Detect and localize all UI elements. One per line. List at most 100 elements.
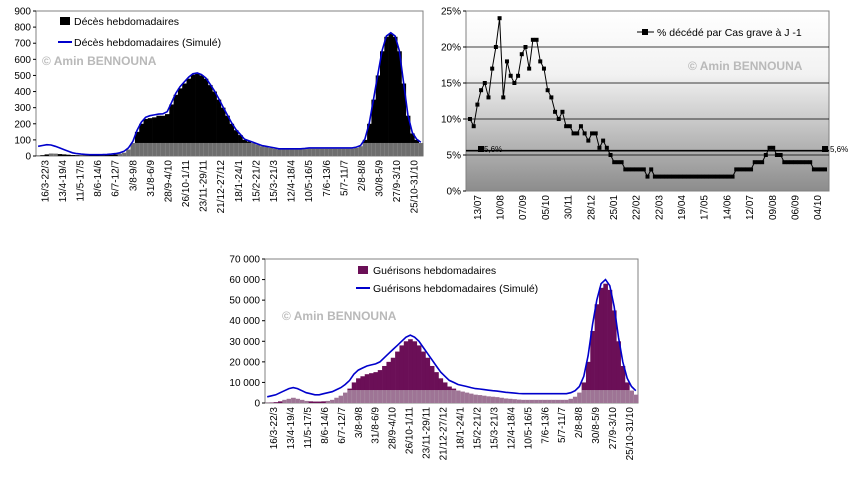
bar-hatch	[160, 142, 166, 156]
bar	[380, 51, 385, 156]
bar-hatch	[529, 399, 535, 403]
bar-hatch	[238, 142, 243, 156]
percent-point	[726, 174, 731, 179]
bar	[401, 83, 407, 156]
bar-hatch	[464, 392, 470, 403]
bar-hatch	[212, 142, 217, 156]
percent-point	[649, 167, 654, 172]
bar-hatch	[603, 390, 608, 403]
recoveries-x-tick-label: 11/5-17/5	[303, 407, 314, 449]
bar-hatch	[304, 400, 309, 403]
percent-x-tick-label: 05/10	[541, 195, 552, 220]
recoveries-x-tick-label: 15/3-21/3	[489, 407, 500, 450]
bar	[360, 376, 366, 403]
percent-point	[545, 88, 550, 93]
percent-point	[553, 109, 558, 114]
recoveries-y-tick-label: 20 000	[229, 357, 260, 368]
percent-point	[700, 174, 705, 179]
bar	[96, 155, 101, 156]
deaths-x-ticks: 16/3-22/3 13/4-19/4 11/5-17/5 8/6-14/6 6/7-1…	[40, 160, 420, 214]
percent-point	[693, 174, 698, 179]
percent-x-tick-label: 10/08	[496, 195, 507, 220]
percent-point	[608, 153, 613, 157]
bar-hatch	[382, 390, 387, 403]
bar-hatch	[525, 399, 530, 403]
bar	[203, 78, 209, 156]
percent-point	[471, 124, 476, 129]
percent-x-tick-label: 06/09	[790, 195, 801, 220]
percent-point	[519, 52, 524, 57]
percent-point	[786, 160, 791, 165]
percent-x-tick-label: 13/07	[473, 195, 484, 220]
bar-hatch	[516, 399, 522, 403]
bar	[388, 33, 394, 156]
bar	[147, 118, 153, 156]
percent-point	[808, 160, 813, 165]
percent-chart: 0% 5% 10% 15% 20% 25% 13/07 10/08 07/09 05/10 30/…	[441, 7, 848, 221]
percent-point	[641, 167, 646, 172]
bar	[620, 365, 626, 403]
deaths-x-tick-label: 21/12-27/12	[216, 160, 227, 214]
bar-hatch	[349, 148, 355, 156]
bar	[377, 370, 383, 403]
bar	[364, 374, 370, 403]
recoveries-y-tick-label: 60 000	[229, 275, 260, 286]
percent-x-tick-label: 22/02	[632, 195, 643, 220]
bar	[590, 331, 595, 403]
bar-hatch	[358, 146, 364, 156]
bar-hatch	[126, 149, 131, 156]
bar	[392, 36, 398, 156]
bar-hatch	[392, 142, 398, 156]
percent-point	[490, 66, 495, 71]
recoveries-y-ticks: 0 10 000 20 000 30 000 40 000 50 000 60 000 70 …	[229, 255, 265, 410]
percent-point	[523, 45, 528, 49]
bar	[607, 289, 613, 403]
percent-point	[571, 131, 576, 136]
bar-hatch	[598, 390, 604, 403]
bar	[395, 351, 400, 403]
bar-hatch	[242, 142, 247, 156]
bar	[44, 154, 50, 156]
bar-hatch	[289, 149, 295, 156]
bar-hatch	[568, 398, 574, 403]
bar	[139, 123, 144, 156]
percent-point	[627, 167, 632, 172]
bar	[104, 155, 110, 156]
bar-hatch	[259, 146, 265, 156]
percent-point	[752, 160, 757, 165]
bar-hatch	[503, 398, 509, 403]
percent-point	[719, 174, 724, 179]
deaths-x-tick-label: 8/6-14/6	[93, 160, 104, 197]
bar-hatch	[362, 142, 368, 156]
bar-hatch	[306, 148, 312, 156]
percent-point	[564, 124, 569, 129]
bar	[369, 373, 374, 403]
recoveries-legend: Guérisons hebdomadaires Guérisons hebdom…	[356, 265, 538, 295]
deaths-x-tick-label: 27/9-3/10	[392, 160, 403, 203]
bar	[616, 341, 621, 403]
bar-hatch	[311, 148, 316, 156]
recoveries-x-tick-label: 3/8-9/8	[354, 407, 365, 439]
bar-hatch	[421, 390, 426, 403]
deaths-x-tick-label: 15/2-21/2	[251, 160, 262, 203]
bar-hatch	[371, 142, 376, 156]
recoveries-x-tick-label: 16/3-22/3	[269, 407, 280, 450]
deaths-x-tick-label: 13/4-19/4	[58, 160, 69, 203]
percent-point	[578, 124, 583, 129]
percent-point	[501, 95, 506, 100]
bar-hatch	[624, 390, 630, 403]
bar-hatch	[169, 142, 174, 156]
bar-hatch	[156, 142, 161, 156]
bar-hatch	[334, 397, 340, 403]
bar-hatch	[354, 147, 359, 156]
deaths-x-tick-label: 18/1-24/1	[234, 160, 245, 203]
deaths-y-tick-label: 800	[14, 23, 31, 34]
percent-x-tick-label: 30/11	[564, 195, 575, 220]
percent-point	[567, 124, 572, 129]
percent-point	[689, 174, 694, 179]
bar-hatch	[401, 142, 407, 156]
percent-y-tick-label: 25%	[441, 7, 461, 18]
bar-hatch	[384, 142, 389, 156]
recoveries-y-tick-label: 0	[254, 399, 260, 410]
bar	[384, 36, 389, 156]
